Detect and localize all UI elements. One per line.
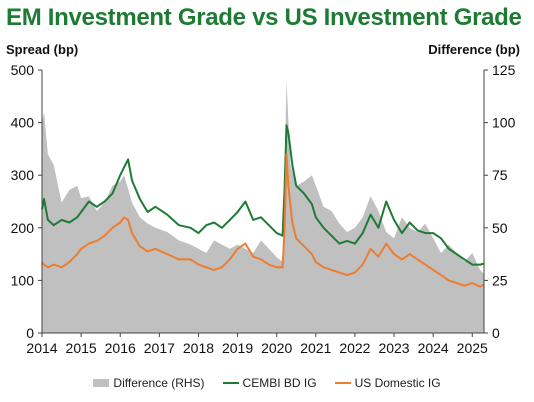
- x-tick-label: 2025: [457, 340, 488, 356]
- x-tick-label: 2023: [378, 340, 409, 356]
- x-tick-label: 2015: [66, 340, 97, 356]
- y-left-tick-label: 500: [11, 62, 35, 78]
- x-tick-label: 2021: [300, 340, 331, 356]
- legend-swatch-us: [334, 382, 351, 384]
- y-left-tick-label: 400: [11, 115, 35, 131]
- y-right-tick-label: 50: [492, 220, 508, 236]
- legend-item-us: US Domestic IG: [334, 376, 441, 390]
- series-us-line: [41, 153, 485, 288]
- y-right-tick-label: 75: [492, 167, 508, 183]
- legend-label-difference: Difference (RHS): [113, 376, 205, 390]
- y-left-tick-label: 0: [26, 325, 34, 341]
- y-left-tick-label: 200: [11, 220, 35, 236]
- right-axis-title: Difference (bp): [428, 42, 520, 57]
- x-tick-label: 2022: [339, 340, 370, 356]
- legend-label-us: US Domestic IG: [354, 376, 441, 390]
- x-tick-label: 2016: [105, 340, 136, 356]
- series-difference-area: [42, 80, 484, 333]
- legend-swatch-cembi: [222, 382, 239, 384]
- chart-title: EM Investment Grade vs US Investment Gra…: [6, 4, 522, 31]
- left-axis-title: Spread (bp): [6, 42, 79, 57]
- legend-item-difference: Difference (RHS): [93, 376, 205, 390]
- y-left-tick-label: 300: [11, 167, 35, 183]
- series-cembi-line: [41, 124, 485, 266]
- legend-label-cembi: CEMBI BD IG: [242, 376, 317, 390]
- x-tick-label: 2019: [222, 340, 253, 356]
- x-tick-label: 2024: [418, 340, 449, 356]
- x-tick-label: 2017: [144, 340, 175, 356]
- legend: Difference (RHS) CEMBI BD IG US Domestic…: [0, 376, 534, 390]
- legend-item-cembi: CEMBI BD IG: [222, 376, 317, 390]
- x-tick-label: 2014: [26, 340, 57, 356]
- y-left-tick-label: 100: [11, 272, 35, 288]
- x-tick-label: 2020: [261, 340, 292, 356]
- legend-swatch-difference: [93, 379, 110, 387]
- y-right-tick-label: 100: [492, 115, 516, 131]
- y-right-tick-label: 0: [492, 325, 500, 341]
- y-right-tick-label: 25: [492, 272, 508, 288]
- y-right-tick-label: 125: [492, 62, 516, 78]
- x-tick-label: 2018: [183, 340, 214, 356]
